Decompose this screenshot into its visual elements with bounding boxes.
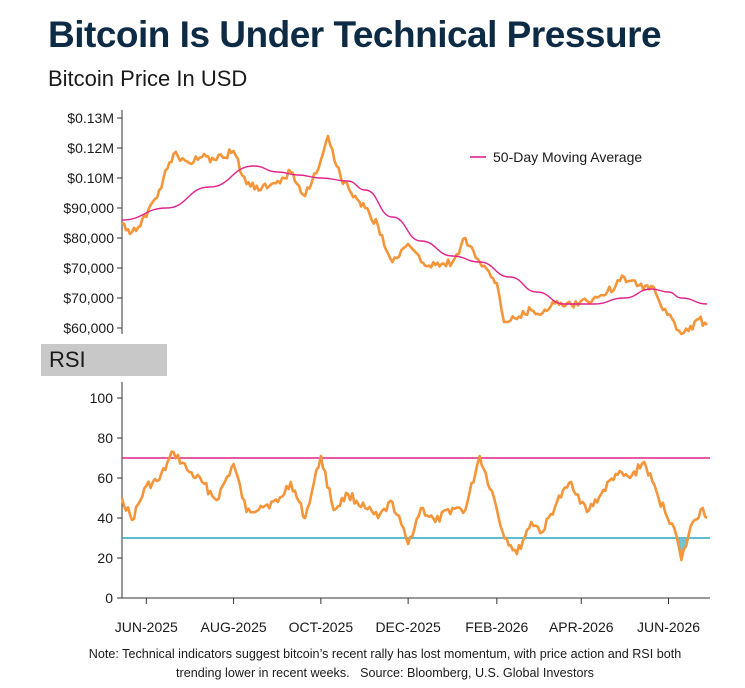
x-tick-label: OCT-2025: [289, 619, 354, 635]
rsi-y-tick-label: 0: [105, 590, 113, 606]
price-y-tick-label: $90,000: [63, 200, 114, 216]
x-tick-label: JUN-2026: [637, 619, 700, 635]
price-y-tick-label: $0.13M: [67, 110, 114, 126]
rsi-y-tick-label: 60: [97, 470, 113, 486]
chart-title: Bitcoin Is Under Technical Pressure: [48, 14, 662, 55]
price-y-tick-label: $70,000: [63, 290, 114, 306]
rsi-y-tick-label: 100: [90, 390, 114, 406]
rsi-title: RSI: [49, 347, 86, 372]
price-y-tick-label: $70,000: [63, 260, 114, 276]
rsi-line: [120, 450, 708, 562]
x-tick-label: DEC-2025: [375, 619, 441, 635]
legend-label: 50-Day Moving Average: [493, 149, 642, 165]
moving-average-line: [121, 165, 708, 305]
chart-subtitle: Bitcoin Price In USD: [48, 66, 248, 91]
footnote: Note: Technical indicators suggest bitco…: [40, 645, 730, 683]
price-line: [121, 134, 709, 336]
x-tick-label: JUN-2025: [115, 619, 178, 635]
rsi-y-tick-label: 40: [97, 510, 113, 526]
rsi-y-tick-label: 80: [97, 430, 113, 446]
x-tick-label: FEB-2026: [465, 619, 528, 635]
rsi-y-tick-label: 20: [97, 550, 113, 566]
price-y-tick-label: $60,000: [63, 320, 114, 336]
x-tick-label: AUG-2025: [201, 619, 267, 635]
price-y-tick-label: $0.12M: [67, 140, 114, 156]
rsi-label-box: RSI: [41, 344, 167, 376]
footnote-line-1: Note: Technical indicators suggest bitco…: [88, 647, 682, 661]
price-y-tick-label: $80,000: [63, 230, 114, 246]
footnote-line-2: trending lower in recent weeks. Source: …: [176, 666, 594, 680]
x-tick-label: APR-2026: [549, 619, 614, 635]
price-y-tick-label: $0.10M: [67, 170, 114, 186]
